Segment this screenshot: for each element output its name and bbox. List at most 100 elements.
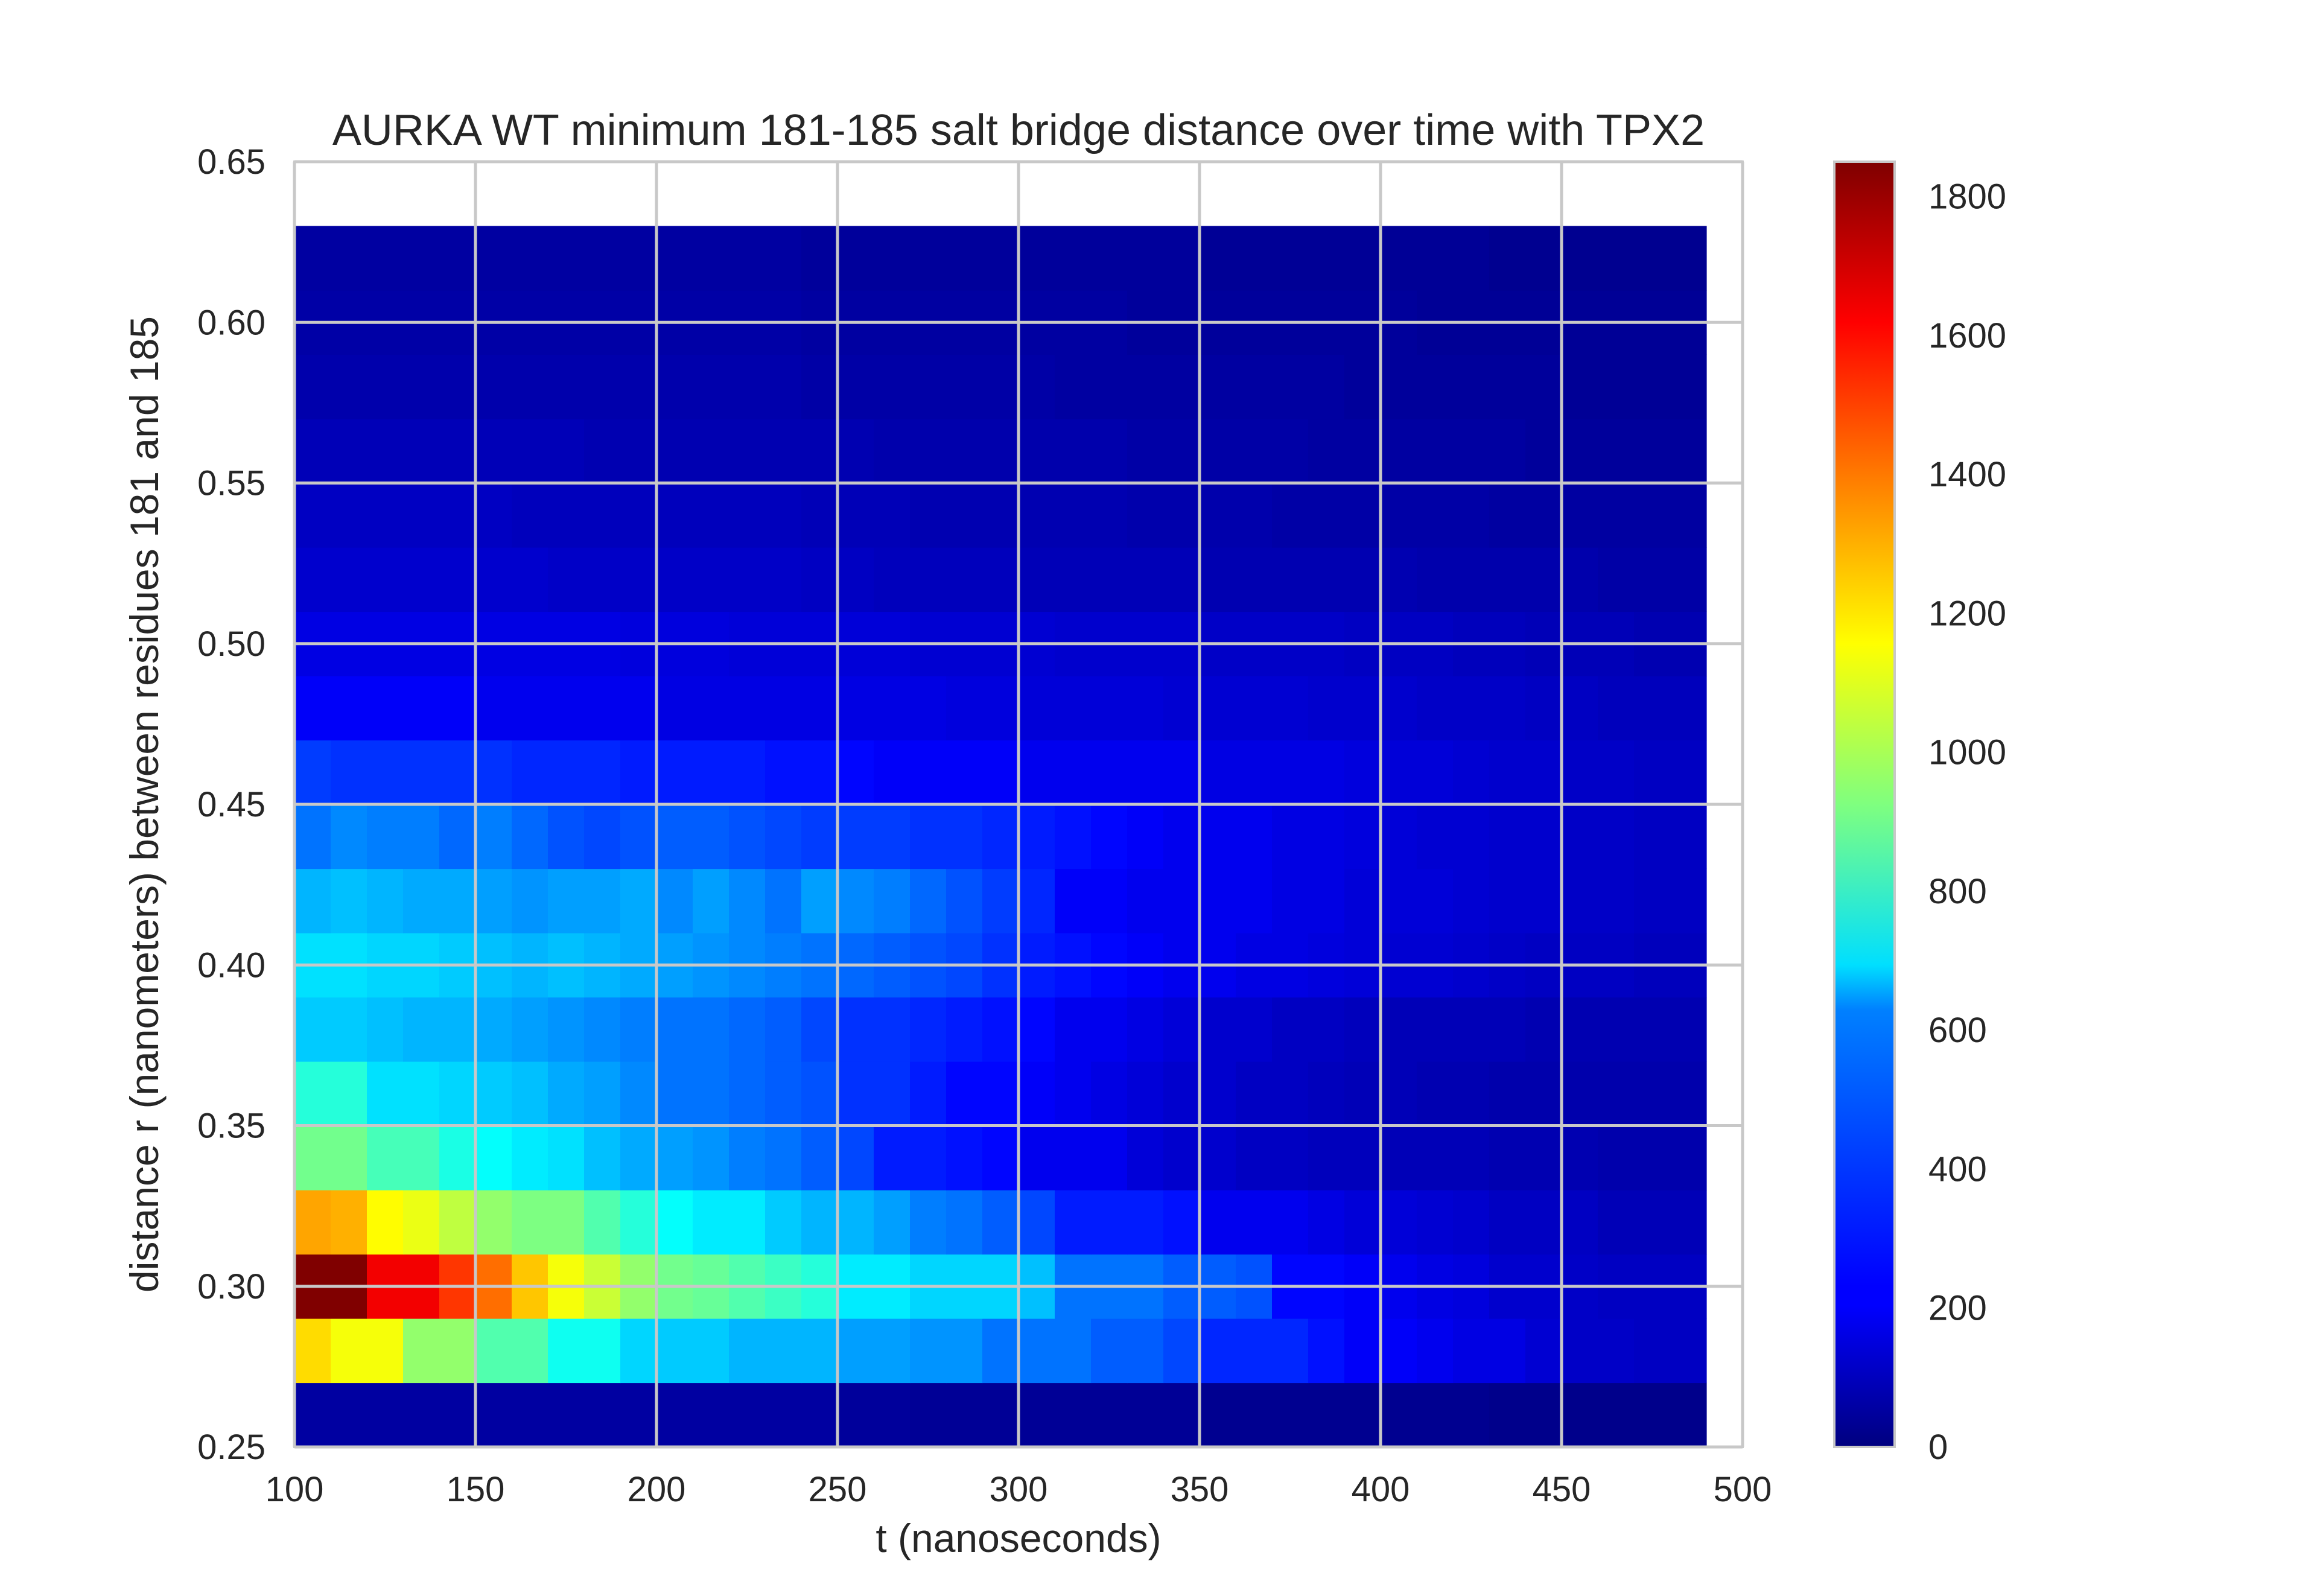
heatmap-cell (693, 804, 729, 870)
heatmap-cell (1091, 1061, 1128, 1127)
heatmap-cell (439, 547, 476, 612)
heatmap-cell (1200, 419, 1236, 484)
heatmap-cell (1417, 804, 1454, 870)
heatmap-cell (331, 740, 367, 805)
heatmap-cell (1344, 354, 1381, 419)
heatmap-cell (693, 1125, 729, 1191)
heatmap-cell (331, 868, 367, 933)
heatmap-cell (1127, 997, 1164, 1062)
heatmap-cell (1344, 547, 1381, 612)
heatmap-cell (874, 1061, 911, 1127)
heatmap-cell (1598, 1318, 1635, 1384)
heatmap-cell (367, 1061, 404, 1127)
heatmap-cell (1127, 1190, 1164, 1255)
heatmap-cell (1489, 868, 1526, 933)
heatmap-cell (1453, 1382, 1490, 1448)
heatmap-cell (1453, 997, 1490, 1062)
heatmap-cell (874, 1318, 911, 1384)
heatmap-cell (1344, 804, 1381, 870)
heatmap-cell (656, 676, 693, 741)
heatmap-cell (1598, 997, 1635, 1062)
heatmap-cell (1019, 1318, 1055, 1384)
heatmap-cell (1127, 1061, 1164, 1127)
heatmap-cell (1417, 483, 1454, 548)
heatmap-cell (331, 1061, 367, 1127)
heatmap-cell (693, 1318, 729, 1384)
heatmap-cell (475, 997, 512, 1062)
heatmap-cell (439, 1190, 476, 1255)
heatmap-cell (1489, 1318, 1526, 1384)
y-tick-label: 0.50 (197, 625, 265, 664)
heatmap-cell (403, 547, 440, 612)
heatmap-cell (1055, 868, 1092, 933)
heatmap-cell (1417, 226, 1454, 291)
heatmap-cell (1344, 483, 1381, 548)
heatmap-cell (1562, 226, 1598, 291)
heatmap-cell (693, 740, 729, 805)
heatmap-cell (1344, 1318, 1381, 1384)
heatmap-cell (1670, 740, 1707, 805)
heatmap-cell (910, 740, 947, 805)
heatmap-cell (1598, 868, 1635, 933)
heatmap-cell (1489, 804, 1526, 870)
heatmap-cell (1200, 676, 1236, 741)
heatmap-cell (946, 226, 983, 291)
heatmap-cell (403, 868, 440, 933)
heatmap-cell (367, 419, 404, 484)
colorbar-tick-label: 1200 (1928, 594, 2006, 633)
heatmap-cell (837, 1382, 874, 1448)
heatmap-cell (1200, 740, 1236, 805)
heatmap-cell (548, 868, 585, 933)
heatmap-cell (331, 1125, 367, 1191)
heatmap-cell (512, 997, 548, 1062)
heatmap-cell (801, 547, 838, 612)
heatmap-cell (765, 1061, 802, 1127)
heatmap-cell (874, 1382, 911, 1448)
heatmap-cell (1272, 868, 1309, 933)
heatmap-cell (837, 997, 874, 1062)
heatmap-cell (1019, 1061, 1055, 1127)
heatmap-cell (1272, 547, 1309, 612)
heatmap-cell (1562, 547, 1598, 612)
heatmap-cell (512, 740, 548, 805)
heatmap-cell (584, 676, 621, 741)
heatmap-cell (1634, 483, 1671, 548)
heatmap-cell (1272, 997, 1309, 1062)
heatmap-cell (1091, 868, 1128, 933)
heatmap-cell (548, 804, 585, 870)
heatmap-cell (801, 804, 838, 870)
colorbar-tick-label: 0 (1928, 1428, 1948, 1467)
heatmap-cell (946, 676, 983, 741)
heatmap-cell (1163, 1125, 1200, 1191)
heatmap-cell (801, 1318, 838, 1384)
heatmap-cell (439, 868, 476, 933)
heatmap-cell (1453, 740, 1490, 805)
heatmap-cell (1019, 868, 1055, 933)
heatmap-cell (801, 1125, 838, 1191)
heatmap-cell (1381, 1125, 1417, 1191)
heatmap-cell (294, 1318, 331, 1384)
heatmap-cell (1019, 226, 1055, 291)
heatmap-cell (1272, 1190, 1309, 1255)
heatmap-cell (1019, 676, 1055, 741)
heatmap-cell (294, 804, 331, 870)
heatmap-cell (910, 419, 947, 484)
heatmap-cell (1236, 1125, 1273, 1191)
heatmap-cell (946, 419, 983, 484)
heatmap-cell (1091, 1125, 1128, 1191)
heatmap-cell (1200, 1318, 1236, 1384)
heatmap-cell (1525, 483, 1562, 548)
heatmap-cell (693, 226, 729, 291)
heatmap-cell (1525, 1061, 1562, 1127)
heatmap-cell (1344, 1382, 1381, 1448)
heatmap-cell (801, 1190, 838, 1255)
heatmap-cell (837, 547, 874, 612)
heatmap-cell (1634, 419, 1671, 484)
heatmap-cell (439, 226, 476, 291)
heatmap-cell (656, 419, 693, 484)
heatmap-cell (331, 226, 367, 291)
heatmap-cell (910, 997, 947, 1062)
plot-frame (293, 161, 1744, 1448)
heatmap-cell (367, 354, 404, 419)
